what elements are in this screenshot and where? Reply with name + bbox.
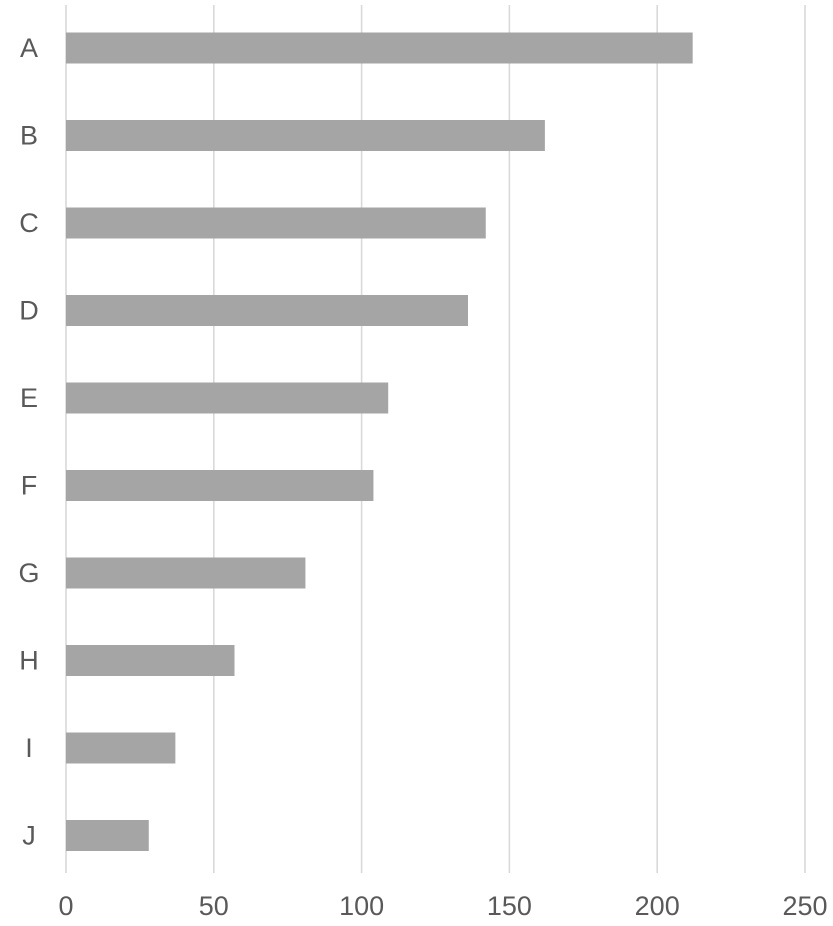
x-tick-label-0: 0 (58, 891, 73, 921)
x-tick-label-200: 200 (635, 891, 680, 921)
bar-A (66, 32, 693, 64)
bar-I (66, 732, 176, 764)
bars (66, 32, 693, 851)
bar-B (66, 120, 545, 151)
x-tick-label-100: 100 (339, 891, 384, 921)
y-category-label-E: E (20, 383, 38, 413)
bar-J (66, 820, 149, 851)
x-tick-label-50: 50 (199, 891, 229, 921)
y-category-label-D: D (19, 296, 39, 326)
y-category-label-F: F (21, 471, 38, 501)
bar-C (66, 207, 486, 239)
bar-H (66, 645, 235, 676)
y-category-label-I: I (25, 733, 33, 763)
value-axis-labels: 0 50 100 150 200 250 (58, 891, 827, 921)
category-axis-labels: A B C D E F G H I J (18, 33, 39, 851)
x-tick-label-150: 150 (487, 891, 532, 921)
bar-F (66, 470, 374, 501)
y-category-label-C: C (19, 208, 39, 238)
y-category-label-G: G (18, 558, 39, 588)
x-tick-label-250: 250 (782, 891, 827, 921)
bar-G (66, 557, 306, 589)
y-category-label-H: H (19, 646, 39, 676)
bar-E (66, 382, 389, 414)
y-category-label-A: A (20, 33, 38, 63)
y-category-label-J: J (22, 821, 36, 851)
y-category-label-B: B (20, 121, 38, 151)
bar-D (66, 295, 469, 326)
